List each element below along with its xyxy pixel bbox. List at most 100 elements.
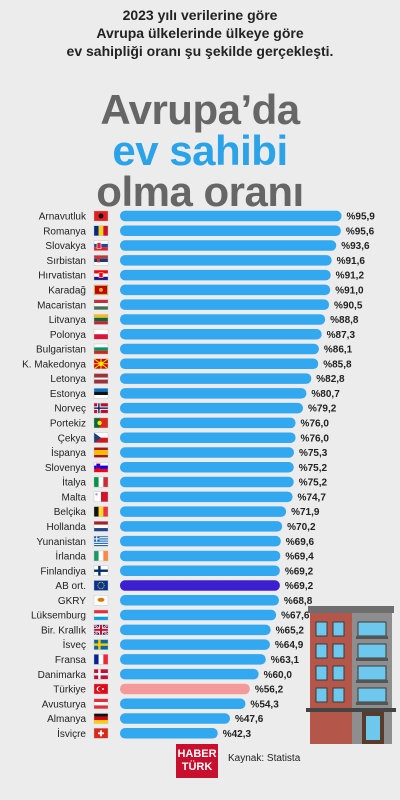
data-label: %90,5 bbox=[334, 300, 363, 311]
data-label: %42,3 bbox=[223, 729, 252, 740]
category-label: Portekiz bbox=[50, 419, 86, 430]
bulgaria-flag-icon bbox=[93, 343, 109, 355]
category-label: Polonya bbox=[50, 330, 87, 341]
category-label: Slovakya bbox=[45, 241, 86, 252]
north-macedonia-flag-icon bbox=[93, 358, 109, 370]
data-label: %76,0 bbox=[301, 433, 330, 444]
bar bbox=[120, 624, 271, 636]
category-label: Bulgaristan bbox=[36, 345, 86, 356]
category-label: Karadağ bbox=[48, 286, 86, 297]
bar bbox=[120, 595, 279, 606]
czechia-flag-icon bbox=[93, 432, 109, 443]
bar bbox=[120, 373, 312, 384]
category-label: Norveç bbox=[54, 404, 86, 415]
category-label: Avusturya bbox=[42, 699, 87, 710]
category-label: Almanya bbox=[47, 714, 86, 725]
data-label: %95,9 bbox=[347, 212, 376, 223]
category-label: Letonya bbox=[50, 374, 86, 385]
category-label: Danimarka bbox=[38, 670, 87, 681]
bar bbox=[120, 225, 341, 237]
logo-line-1: HABER bbox=[177, 748, 217, 760]
data-label: %95,6 bbox=[346, 226, 375, 237]
intro-line-2: Avrupa ülkelerinde ülkeye göre bbox=[96, 25, 304, 41]
category-label: İrlanda bbox=[55, 550, 86, 563]
bar bbox=[120, 535, 281, 547]
category-label: AB ort. bbox=[55, 581, 86, 592]
category-label: Estonya bbox=[50, 389, 87, 400]
data-label: %75,2 bbox=[299, 478, 328, 489]
category-label: Arnavutluk bbox=[39, 212, 87, 223]
data-label: %85,8 bbox=[323, 359, 352, 370]
category-label: İspanya bbox=[51, 446, 86, 459]
headline-line-1: Avrupa’da bbox=[100, 86, 300, 133]
headline-line-2: ev sahibi bbox=[112, 127, 288, 174]
headline-line-3: olma oranı bbox=[96, 168, 304, 215]
data-label: %82,8 bbox=[316, 374, 345, 385]
bar bbox=[120, 328, 322, 340]
category-label: Malta bbox=[62, 492, 87, 503]
bar bbox=[120, 580, 280, 591]
romania-flag-icon bbox=[93, 225, 109, 236]
croatia-flag-icon bbox=[93, 269, 109, 281]
data-label: %60,0 bbox=[264, 670, 293, 681]
category-label: Finlandiya bbox=[40, 566, 86, 577]
bar bbox=[120, 358, 319, 370]
bar bbox=[120, 476, 294, 488]
denmark-flag-icon bbox=[93, 668, 109, 680]
bar bbox=[120, 713, 230, 724]
category-label: Yunanistan bbox=[37, 537, 87, 548]
category-label: K. Makedonya bbox=[22, 359, 86, 370]
category-label: İtalya bbox=[62, 476, 86, 489]
data-label: %56,2 bbox=[255, 685, 284, 696]
data-label: %69,6 bbox=[286, 537, 315, 548]
slovakia-flag-icon bbox=[93, 240, 109, 251]
data-label: %79,2 bbox=[308, 404, 337, 415]
data-label: %69,4 bbox=[285, 552, 314, 563]
category-label: İsveç bbox=[63, 638, 86, 651]
data-label: %86,1 bbox=[324, 345, 353, 356]
category-label: Hırvatistan bbox=[38, 271, 86, 282]
logo-line-2: TÜRK bbox=[181, 761, 213, 773]
norway-flag-icon bbox=[93, 402, 109, 414]
slovenia-flag-icon bbox=[93, 462, 109, 473]
portugal-flag-icon bbox=[93, 417, 109, 429]
bar bbox=[120, 462, 294, 473]
data-label: %91,2 bbox=[336, 271, 365, 282]
germany-flag-icon bbox=[93, 713, 109, 724]
bar bbox=[120, 728, 218, 739]
bar bbox=[120, 255, 332, 266]
bar bbox=[120, 550, 281, 562]
uk-flag-icon bbox=[93, 624, 109, 636]
data-label: %54,3 bbox=[250, 699, 279, 710]
bar bbox=[120, 654, 266, 665]
bar bbox=[120, 284, 331, 296]
category-label: Bir. Krallık bbox=[41, 625, 87, 636]
data-label: %93,6 bbox=[341, 241, 370, 252]
serbia-flag-icon bbox=[93, 255, 109, 266]
poland-flag-icon bbox=[93, 329, 109, 340]
source-text: Kaynak: Statista bbox=[228, 753, 301, 764]
data-label: %80,7 bbox=[311, 389, 340, 400]
data-label: %63,1 bbox=[271, 655, 300, 666]
france-flag-icon bbox=[93, 654, 109, 665]
bar bbox=[120, 299, 330, 310]
spain-flag-icon bbox=[93, 447, 109, 458]
bar bbox=[120, 683, 250, 695]
turkey-flag-icon bbox=[93, 683, 109, 695]
greece-flag-icon bbox=[93, 535, 109, 547]
data-label: %68,8 bbox=[284, 596, 313, 607]
bar bbox=[120, 432, 296, 443]
data-label: %67,6 bbox=[281, 611, 310, 622]
bar bbox=[120, 447, 294, 458]
category-label: Fransa bbox=[55, 655, 87, 666]
bar bbox=[120, 506, 287, 517]
cyprus-flag-icon bbox=[93, 595, 109, 606]
data-label: %91,6 bbox=[337, 256, 366, 267]
sweden-flag-icon bbox=[93, 639, 109, 650]
bar bbox=[120, 639, 270, 650]
montenegro-flag-icon bbox=[93, 284, 109, 296]
category-label: Lüksemburg bbox=[31, 611, 86, 622]
intro-line-1: 2023 yılı verilerine göre bbox=[122, 7, 278, 23]
category-label: Türkiye bbox=[53, 685, 86, 696]
